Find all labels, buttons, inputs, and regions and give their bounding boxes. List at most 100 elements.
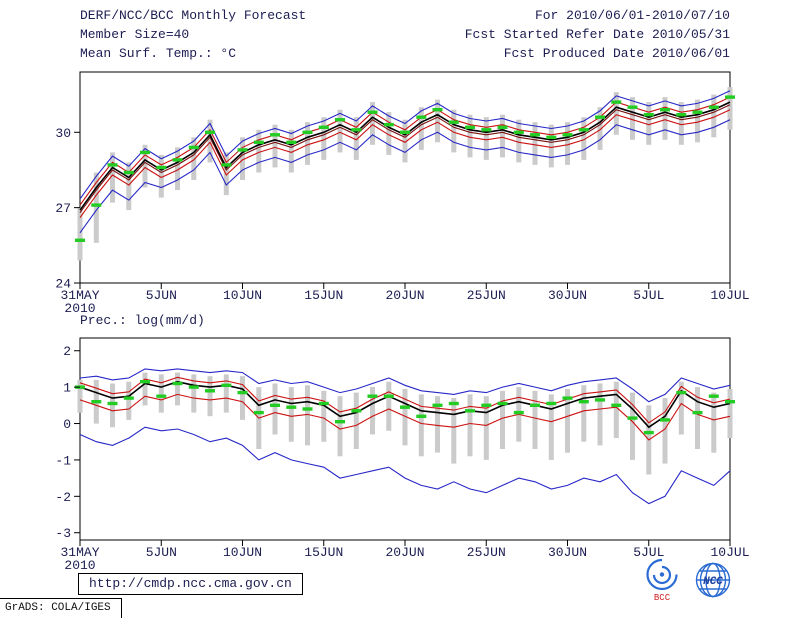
member-spread-bar [77, 379, 83, 413]
x-axis-year-label: 2010 [64, 301, 95, 316]
member-spread-bar [240, 137, 245, 180]
member-size-label: Member Size=40 [80, 27, 190, 42]
member-spread-bar [451, 398, 457, 464]
y-tick-label: 24 [55, 277, 71, 292]
member-spread-bar [240, 376, 245, 420]
member-spread-bar [386, 381, 392, 431]
member-spread-bar [272, 383, 278, 435]
member-spread-bar [158, 374, 164, 413]
member-spread-bar [110, 152, 115, 203]
x-tick-label: 31MAY [60, 545, 99, 560]
series-upper-quartile [79, 376, 731, 424]
x-tick-label: 10JUN [223, 288, 262, 303]
member-spread-bar [678, 102, 684, 145]
y-tick-label: -1 [55, 453, 71, 468]
member-spread-bar [467, 394, 473, 457]
member-spread-bar [386, 112, 392, 155]
member-spread-bar [662, 97, 668, 140]
x-tick-label: 25JUN [467, 288, 506, 303]
member-spread-bar [532, 390, 538, 449]
member-spread-bar [613, 381, 619, 439]
x-tick-label: 30JUN [548, 288, 587, 303]
member-spread-bar [500, 114, 505, 158]
member-spread-bar [711, 94, 717, 138]
series-ensemble-max [79, 368, 731, 403]
member-spread-bar [353, 117, 359, 160]
member-spread-bar [288, 129, 294, 173]
x-tick-label: 10JUN [223, 545, 262, 560]
member-spread-bar [370, 102, 375, 145]
ncc-logo-text: NCC [703, 576, 723, 588]
refer-date-label: Fcst Started Refer Date 2010/05/31 [464, 27, 730, 42]
y-tick-label: -2 [55, 490, 71, 505]
series-upper-quartile [79, 96, 731, 206]
produced-date-label: Fcst Produced Date 2010/06/01 [503, 46, 730, 61]
member-spread-bar [500, 390, 505, 449]
member-spread-bar [207, 119, 213, 163]
member-spread-bar [126, 381, 132, 420]
member-spread-bar [223, 374, 229, 413]
member-spread-bar [288, 387, 294, 442]
bcc-logo: BCC [641, 558, 683, 607]
source-url: http://cmdp.ncc.cma.gov.cn [89, 576, 292, 591]
member-spread-bar [467, 114, 473, 158]
member-spread-bar [727, 389, 733, 439]
member-spread-bar [418, 394, 424, 457]
member-spread-bar [565, 389, 570, 453]
x-tick-label: 10JUL [710, 545, 749, 560]
y-tick-label: 30 [55, 126, 71, 141]
x-tick-label: 30JUN [548, 545, 587, 560]
member-spread-bar [516, 119, 522, 163]
member-spread-bar [581, 117, 587, 160]
member-spread-bar [435, 99, 440, 143]
member-spread-bar [532, 122, 538, 165]
y-tick-label: 2 [63, 344, 71, 359]
member-spread-bar [548, 124, 554, 168]
member-spread-bar [597, 383, 603, 446]
y-tick-label: 1 [63, 381, 71, 396]
member-spread-bar [175, 147, 180, 191]
x-tick-label: 10JUL [710, 288, 749, 303]
ncc-logo: NCC [689, 558, 737, 607]
member-spread-bar [727, 87, 733, 130]
x-tick-label: 5JUN [146, 545, 177, 560]
x-axis-year-label: 2010 [64, 558, 95, 573]
member-spread-bar [483, 396, 489, 460]
x-tick-label: 31MAY [60, 288, 99, 303]
member-spread-bar [646, 102, 652, 145]
x-tick-label: 15JUN [304, 545, 343, 560]
member-spread-bar [321, 390, 327, 442]
series-ensemble-min [79, 119, 731, 234]
member-spread-bar [305, 122, 310, 165]
forecast-range-label: For 2010/06/01-2010/07/10 [534, 8, 730, 23]
member-spread-bar [321, 117, 327, 160]
y-tick-label: -3 [55, 526, 71, 541]
member-spread-bar [142, 144, 148, 188]
member-spread-bar [305, 385, 310, 446]
precip-panel-title: Prec.: log(mm/d) [80, 313, 205, 328]
member-spread-bar [548, 394, 554, 460]
series-ensemble-max [79, 90, 731, 200]
member-spread-bar [418, 107, 424, 150]
member-spread-bar [191, 137, 197, 180]
member-spread-bar [207, 376, 213, 417]
member-spread-bar [695, 99, 700, 143]
member-spread-bar [272, 124, 278, 168]
series-ensemble-mean [79, 380, 731, 429]
member-spread-bar [175, 372, 180, 406]
member-spread-bar [256, 129, 262, 173]
member-spread-bar [581, 385, 587, 442]
member-spread-bar [695, 387, 700, 449]
member-spread-bar [565, 122, 570, 165]
x-tick-label: 25JUN [467, 545, 506, 560]
member-spread-bar [451, 109, 457, 153]
member-spread-bar [370, 387, 375, 435]
member-spread-bar [126, 162, 132, 211]
member-spread-bar [110, 383, 115, 428]
source-url-box: http://cmdp.ncc.cma.gov.cn [78, 573, 303, 595]
page-title: DERF/NCC/BCC Monthly Forecast [80, 8, 307, 23]
x-tick-label: 5JUN [146, 288, 177, 303]
x-tick-label: 5JUL [633, 545, 664, 560]
member-spread-bar [402, 389, 408, 446]
